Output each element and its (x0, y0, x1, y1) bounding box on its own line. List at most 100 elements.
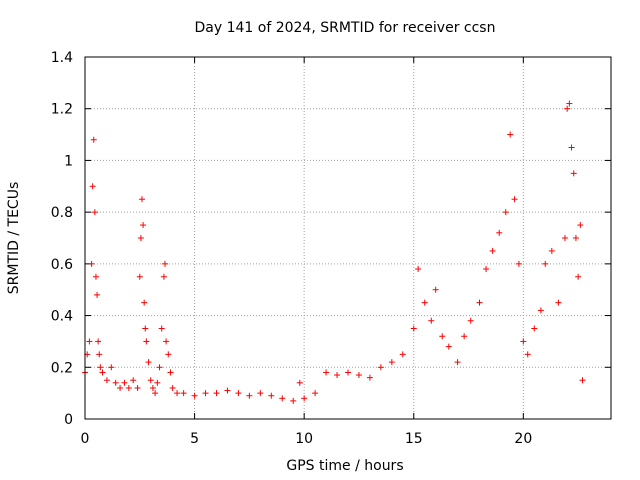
data-point (174, 390, 181, 397)
data-point (246, 392, 253, 399)
x-axis-label: GPS time / hours (286, 458, 403, 474)
data-point (445, 343, 452, 350)
data-point (454, 359, 461, 366)
data-point (515, 260, 522, 267)
data-point (140, 222, 147, 229)
data-point (167, 369, 174, 376)
data-point (257, 390, 264, 397)
data-point (388, 359, 395, 366)
data-point (165, 351, 172, 358)
x-tick-label: 5 (190, 431, 199, 447)
data-point (502, 209, 509, 216)
x-tick-label: 20 (514, 431, 532, 447)
y-tick-label: 0.6 (51, 257, 73, 273)
data-point (158, 325, 165, 332)
data-point (467, 317, 474, 324)
data-point (213, 390, 220, 397)
data-point (399, 351, 406, 358)
data-point (137, 235, 144, 241)
data-point (268, 392, 275, 399)
data-point (117, 384, 124, 391)
y-tick-label: 0.8 (51, 205, 73, 221)
y-tick-label: 1 (64, 153, 73, 169)
data-point (91, 209, 98, 216)
data-point (564, 105, 571, 112)
data-point (520, 338, 527, 345)
data-point (489, 247, 496, 254)
data-point (579, 377, 586, 384)
y-tick-label: 1.4 (51, 50, 73, 66)
data-point (97, 364, 104, 371)
data-point (524, 351, 531, 358)
data-point (323, 369, 330, 376)
y-tick-label: 1.2 (51, 102, 73, 118)
data-point (312, 390, 319, 397)
data-point (507, 131, 514, 138)
data-point (575, 273, 582, 280)
data-point (141, 299, 148, 306)
data-point (439, 333, 446, 340)
data-point (568, 144, 575, 151)
data-point (421, 299, 428, 306)
axis-ticks: 0 0.2 0.4 0.6 0.8 1 1.2 1.4 0 5 10 15 20 (51, 50, 611, 447)
data-point (537, 307, 544, 314)
x-tick-label: 15 (405, 431, 423, 447)
x-tick-label: 10 (295, 431, 313, 447)
y-axis-label: SRMTID / TECUs (6, 182, 22, 295)
data-point (461, 333, 468, 340)
data-point (121, 379, 128, 386)
data-point (555, 299, 562, 306)
data-point (377, 364, 384, 371)
x-tick-label: 0 (81, 431, 90, 447)
data-point (235, 390, 242, 397)
data-point (145, 359, 152, 366)
data-point (86, 338, 93, 345)
data-point (180, 390, 187, 397)
data-point (345, 369, 351, 376)
data-point (432, 286, 439, 293)
data-point (89, 183, 96, 190)
plot-frame (84, 56, 612, 420)
data-point (99, 369, 106, 376)
data-point (130, 377, 137, 384)
data-point (355, 372, 362, 379)
data-point (531, 325, 538, 332)
data-point (301, 395, 308, 402)
data-point (511, 196, 518, 203)
data-point (561, 235, 568, 241)
data-point (143, 338, 150, 345)
data-point (496, 229, 503, 236)
data-point (160, 273, 167, 280)
data-point (147, 377, 154, 384)
y-tick-label: 0.4 (51, 309, 73, 325)
data-point (169, 384, 176, 391)
data-point (103, 377, 110, 384)
data-point (125, 384, 132, 391)
data-point (163, 338, 170, 345)
data-point (149, 384, 156, 391)
data-point (202, 390, 209, 397)
data-point (94, 291, 101, 298)
data-point (290, 397, 297, 404)
data-point (156, 364, 163, 371)
chart-title: Day 141 of 2024, SRMTID for receiver ccs… (195, 20, 496, 36)
data-point (108, 364, 115, 371)
data-point (154, 379, 161, 386)
data-point (572, 235, 579, 241)
data-point (483, 266, 490, 273)
data-point (90, 136, 97, 143)
data-point (142, 325, 149, 332)
data-point (577, 222, 584, 229)
data-point (161, 260, 168, 267)
data-point (191, 392, 198, 399)
data-point (88, 260, 95, 267)
data-point (95, 338, 102, 345)
data-point (224, 387, 231, 394)
data-point (138, 196, 145, 203)
data-point (570, 170, 577, 177)
data-point (542, 260, 549, 267)
data-point (476, 299, 483, 306)
data-point (92, 273, 99, 280)
data-point (112, 379, 119, 386)
